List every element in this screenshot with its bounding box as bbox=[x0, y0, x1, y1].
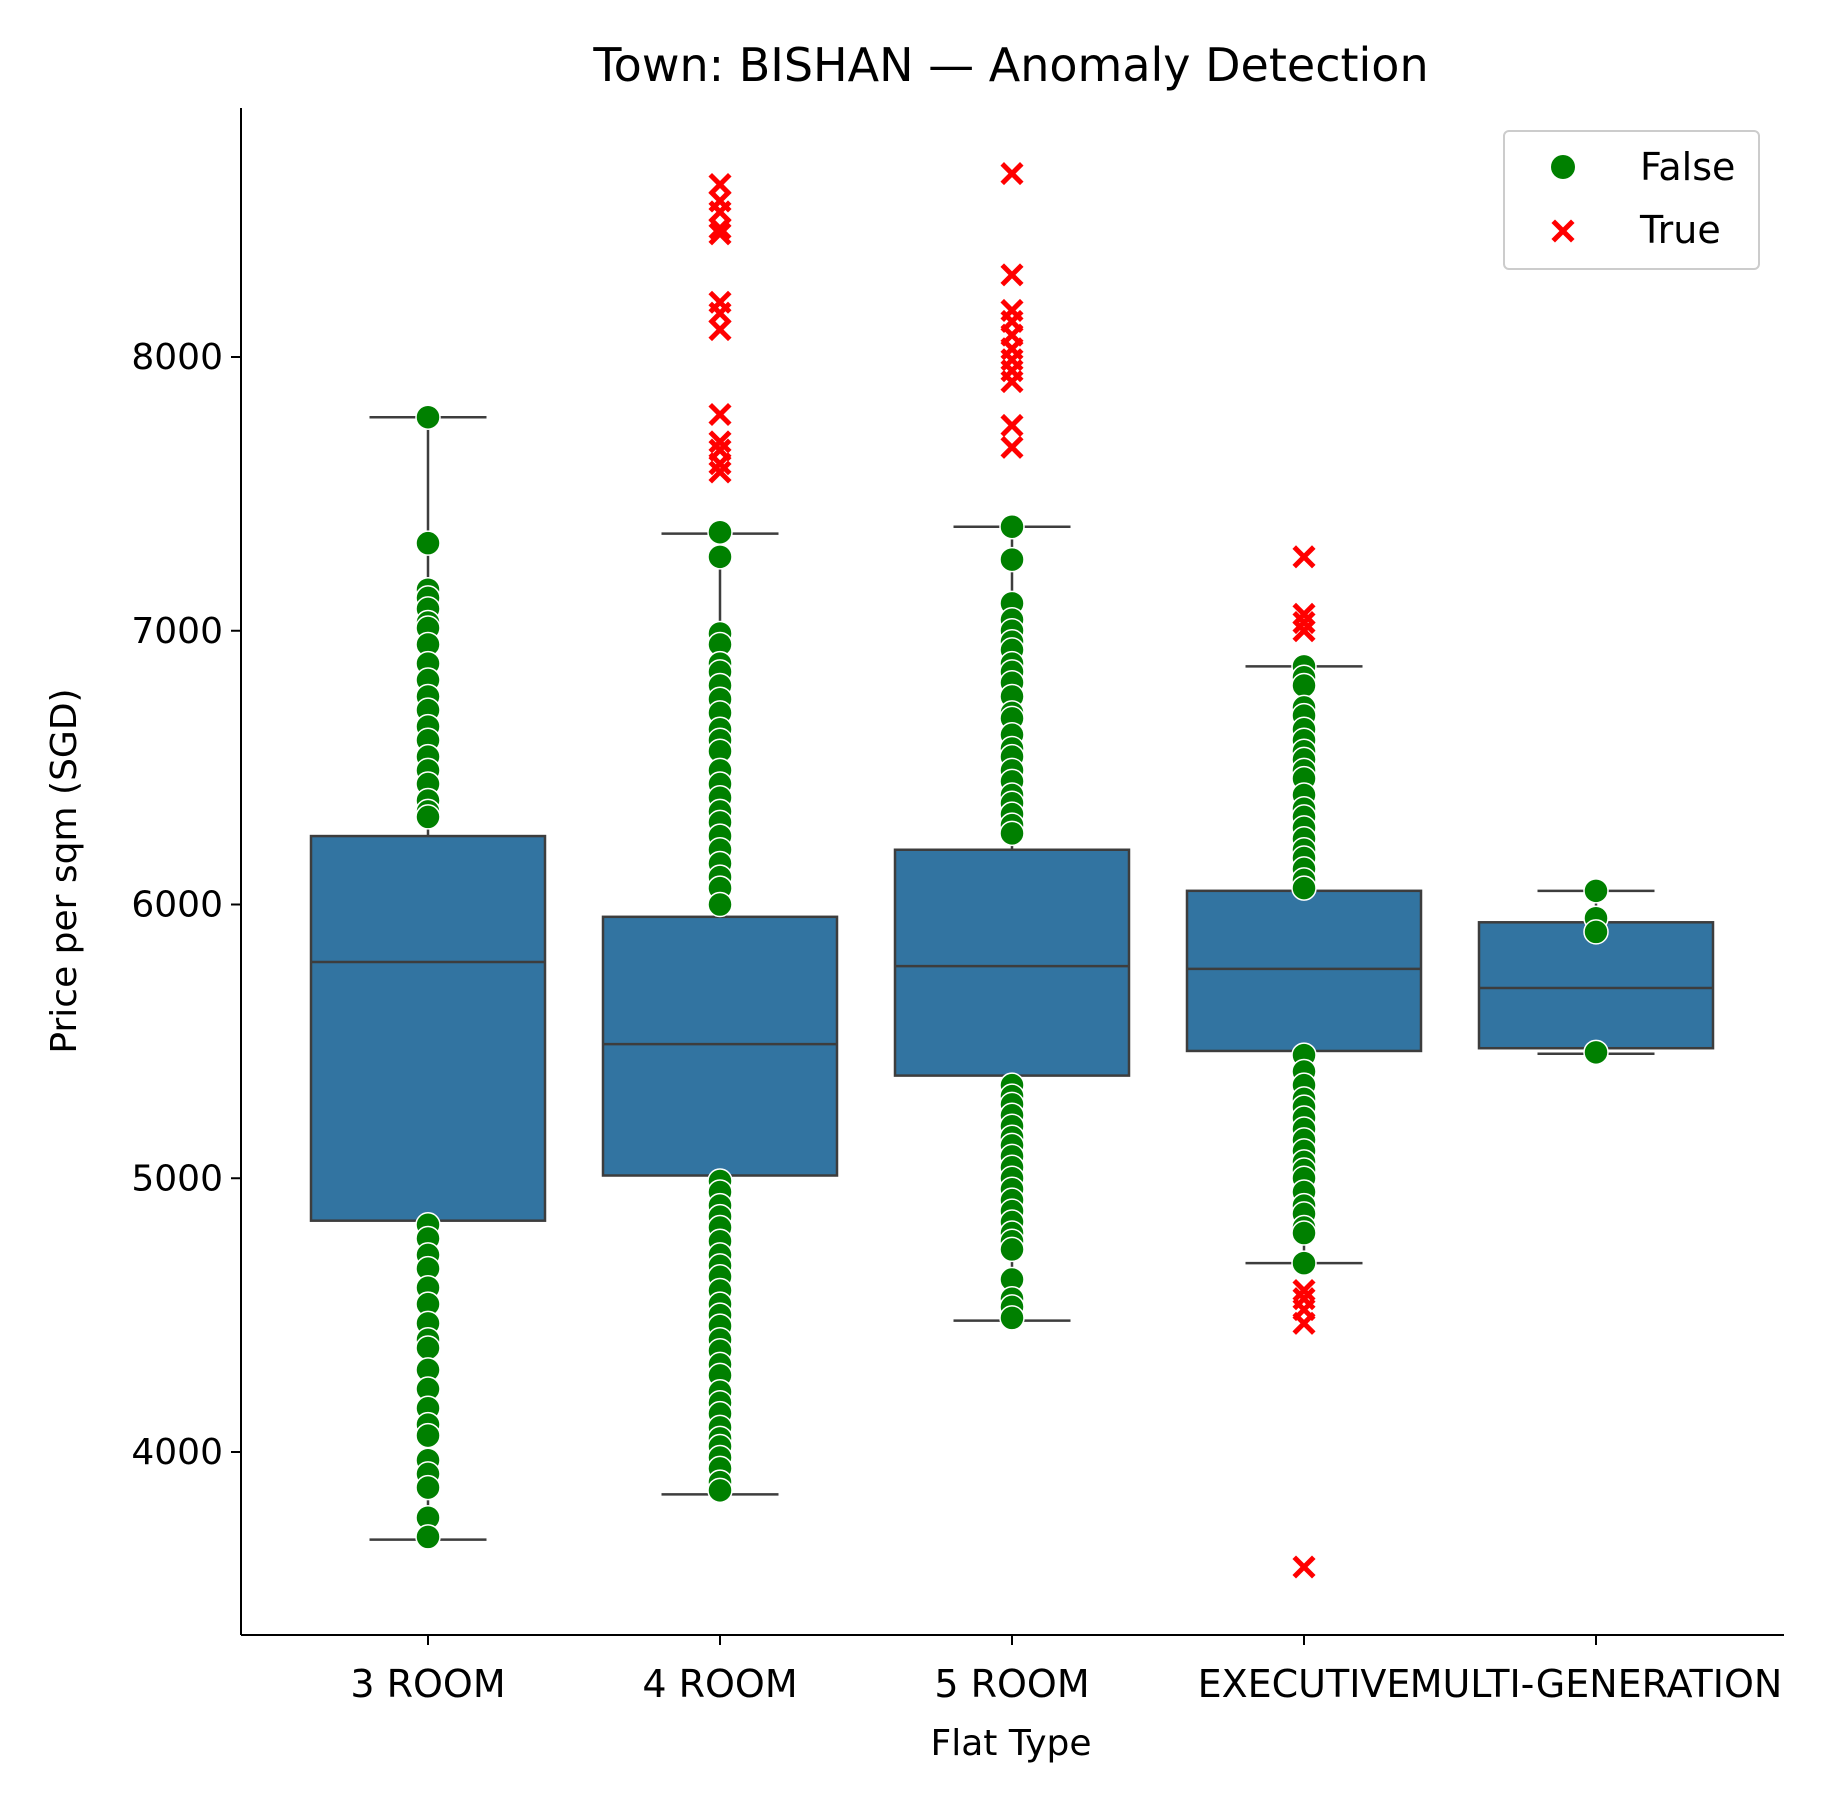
point-normal bbox=[707, 891, 733, 918]
point-anomaly bbox=[1292, 545, 1316, 569]
x-tick-label: 5 ROOM bbox=[934, 1662, 1089, 1706]
point-anomaly bbox=[1000, 162, 1024, 186]
point-normal bbox=[999, 1236, 1025, 1263]
box-5-room bbox=[893, 525, 1131, 1322]
x-tick-label: EXECUTIVE bbox=[1198, 1662, 1411, 1706]
chart-title: Town: BISHAN — Anomaly Detection bbox=[592, 38, 1428, 92]
legend-true-label: True bbox=[1639, 208, 1721, 252]
box-iqr bbox=[1185, 889, 1423, 1053]
point-normal bbox=[1291, 875, 1317, 901]
point-normal bbox=[707, 519, 733, 545]
x-tick-label: 4 ROOM bbox=[642, 1662, 797, 1706]
point-anomaly bbox=[708, 318, 732, 342]
x-ticks: 3 ROOM 4 ROOM 5 ROOM EXECUTIVE MULTI-GENERAT… bbox=[350, 1635, 1782, 1706]
point-anomaly bbox=[1000, 263, 1024, 287]
point-normal bbox=[415, 1335, 441, 1361]
y-tick-label: 8000 bbox=[131, 337, 223, 378]
point-normal bbox=[999, 1305, 1025, 1331]
point-anomaly bbox=[708, 200, 732, 224]
point-normal bbox=[415, 1474, 441, 1501]
point-normal bbox=[1291, 1250, 1317, 1276]
point-anomaly bbox=[708, 222, 732, 246]
point-normal bbox=[415, 804, 441, 830]
point-normal bbox=[1583, 1039, 1609, 1066]
y-tick-label: 5000 bbox=[131, 1158, 223, 1199]
point-anomaly bbox=[1292, 619, 1316, 643]
box-iqr bbox=[309, 834, 547, 1222]
point-anomaly bbox=[708, 460, 732, 484]
legend-false-label: False bbox=[1640, 145, 1735, 189]
y-tick-label: 6000 bbox=[131, 885, 223, 926]
point-normal bbox=[999, 546, 1025, 573]
points-layer bbox=[415, 162, 1609, 1579]
x-tick-label: 3 ROOM bbox=[350, 1662, 505, 1706]
x-axis-label: Flat Type bbox=[930, 1723, 1091, 1764]
point-anomaly bbox=[708, 216, 732, 240]
point-normal bbox=[1583, 878, 1609, 904]
legend: False True bbox=[1503, 130, 1760, 270]
point-normal bbox=[1291, 1220, 1317, 1246]
legend-false-marker bbox=[1551, 155, 1575, 179]
x-tick-label: MULTI-GENERATION bbox=[1410, 1662, 1783, 1706]
point-normal bbox=[415, 404, 441, 430]
point-normal bbox=[999, 820, 1025, 847]
box-iqr bbox=[893, 848, 1131, 1077]
y-ticks: 4000 5000 6000 7000 8000 bbox=[131, 337, 241, 1473]
point-normal bbox=[415, 1524, 441, 1550]
point-anomaly bbox=[1292, 1311, 1316, 1335]
point-anomaly bbox=[1000, 370, 1024, 394]
point-normal bbox=[1583, 919, 1609, 945]
point-normal bbox=[1291, 672, 1317, 699]
point-anomaly bbox=[708, 173, 732, 197]
point-normal bbox=[415, 530, 441, 556]
point-normal bbox=[707, 1477, 733, 1504]
point-normal bbox=[415, 1422, 441, 1449]
point-anomaly bbox=[1292, 1555, 1316, 1579]
box-3-room bbox=[309, 415, 547, 1541]
point-anomaly bbox=[1000, 413, 1024, 437]
legend-true-marker bbox=[1551, 219, 1575, 243]
box-iqr bbox=[601, 915, 839, 1177]
point-normal bbox=[999, 513, 1025, 540]
point-anomaly bbox=[1000, 435, 1024, 459]
point-normal bbox=[707, 544, 733, 570]
point-anomaly bbox=[708, 402, 732, 427]
y-axis-label: Price per sqm (SGD) bbox=[44, 688, 85, 1053]
point-anomaly bbox=[708, 301, 732, 325]
y-tick-label: 4000 bbox=[131, 1432, 223, 1473]
y-tick-label: 7000 bbox=[131, 611, 223, 652]
boxes-layer bbox=[309, 415, 1715, 1541]
